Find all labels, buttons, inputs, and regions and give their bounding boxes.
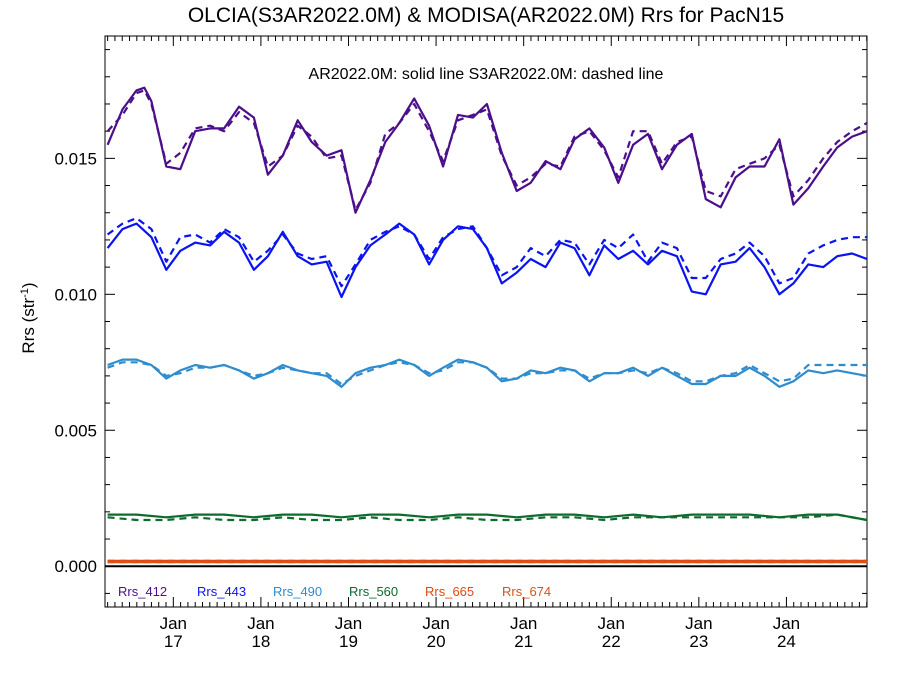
y-axis-label-close: ) bbox=[19, 282, 38, 288]
x-tick-label-year: 24 bbox=[777, 632, 796, 651]
legend-item: Rrs_560 bbox=[349, 584, 398, 599]
series-line-dashed-Rrs_490 bbox=[107, 361, 867, 386]
y-axis-label-sup: -1 bbox=[19, 288, 31, 298]
x-tick-label-month: Jan bbox=[335, 614, 362, 633]
x-tick-label-year: 18 bbox=[251, 632, 270, 651]
y-tick-label: 0.010 bbox=[54, 285, 97, 304]
x-tick-label-year: 21 bbox=[514, 632, 533, 651]
series-line-solid-Rrs_443 bbox=[106, 222, 868, 299]
x-tick-label-month: Jan bbox=[247, 614, 274, 633]
legend-item: Rrs_665 bbox=[425, 584, 474, 599]
x-tick-label-year: 17 bbox=[164, 632, 183, 651]
x-tick-label-year: 20 bbox=[427, 632, 446, 651]
axis-ticks: 0.0000.0050.0100.015Jan17Jan18Jan19Jan20… bbox=[54, 36, 868, 651]
legend-item: Rrs_412 bbox=[118, 584, 167, 599]
x-tick-label-year: 22 bbox=[602, 632, 621, 651]
series-line-solid-Rrs_412 bbox=[106, 86, 868, 214]
series-line-dashed-Rrs_443 bbox=[106, 217, 867, 288]
plot-frame bbox=[104, 35, 868, 608]
series-line-solid-Rrs_560 bbox=[107, 513, 868, 522]
series-line-solid-Rrs_490 bbox=[107, 358, 868, 388]
chart-title: OLCIA(S3AR2022.0M) & MODISA(AR2022.0M) R… bbox=[188, 4, 784, 27]
x-tick-label-month: Jan bbox=[598, 614, 625, 633]
legend-item: Rrs_674 bbox=[502, 584, 551, 599]
series-Rrs_560 bbox=[107, 513, 868, 522]
x-tick-label-month: Jan bbox=[422, 614, 449, 633]
y-tick-label: 0.000 bbox=[54, 557, 97, 576]
y-axis-label: Rrs (str-1) bbox=[19, 282, 38, 353]
series-layer bbox=[106, 86, 868, 564]
series-line-dashed-Rrs_560 bbox=[107, 513, 868, 522]
series-Rrs_490 bbox=[107, 358, 868, 388]
x-tick-label-month: Jan bbox=[510, 614, 537, 633]
x-tick-label-month: Jan bbox=[773, 614, 800, 633]
series-line-dashed-Rrs_412 bbox=[106, 89, 868, 212]
legend-item: Rrs_443 bbox=[197, 584, 246, 599]
legend: Rrs_412 Rrs_443 Rrs_490 Rrs_560 Rrs_665 Rrs_6… bbox=[118, 584, 551, 599]
y-tick-label: 0.005 bbox=[54, 421, 97, 440]
x-tick-label-year: 23 bbox=[689, 632, 708, 651]
x-tick-label-month: Jan bbox=[160, 614, 187, 633]
series-Rrs_443 bbox=[106, 217, 868, 299]
y-axis-label-main: Rrs (str bbox=[19, 298, 38, 354]
x-tick-label-month: Jan bbox=[685, 614, 712, 633]
chart-annotation: AR2022.0M: solid line S3AR2022.0M: dashe… bbox=[309, 66, 664, 83]
y-tick-label: 0.015 bbox=[54, 149, 97, 168]
legend-item: Rrs_490 bbox=[273, 584, 322, 599]
x-tick-label-year: 19 bbox=[339, 632, 358, 651]
series-Rrs_412 bbox=[106, 86, 868, 214]
